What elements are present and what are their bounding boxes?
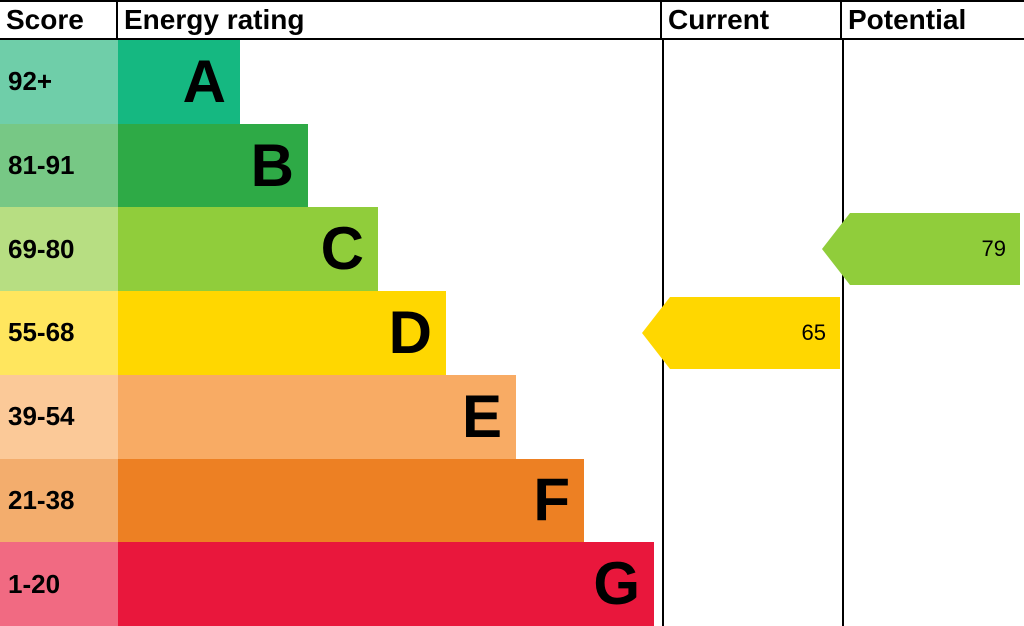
band-row-g: 1-20 G <box>0 542 1024 626</box>
rating-letter: D <box>389 303 432 363</box>
arrow-value: 65 <box>802 320 826 346</box>
score-range: 81-91 <box>0 124 118 208</box>
rating-letter: B <box>251 136 294 196</box>
rating-letter: F <box>533 470 570 530</box>
chart-body: 92+A81-91B69-80C55-68D39-54E21-38F1-20G … <box>0 40 1024 626</box>
band-row-b: 81-91 B <box>0 124 1024 208</box>
score-range: 92+ <box>0 40 118 124</box>
band-row-a: 92+ A <box>0 40 1024 124</box>
rating-letter: G <box>593 554 640 614</box>
band-row-f: 21-38 F <box>0 459 1024 543</box>
rating-letter: A <box>183 52 226 112</box>
band-row-e: 39-54 E <box>0 375 1024 459</box>
arrow-value: 79 <box>982 236 1006 262</box>
header-row: Score Energy rating Current Potential <box>0 0 1024 40</box>
rating-bar: D <box>118 291 446 375</box>
score-range: 69-80 <box>0 207 118 291</box>
rating-bar: B <box>118 124 308 208</box>
score-range: 39-54 <box>0 375 118 459</box>
header-rating: Energy rating <box>118 2 662 38</box>
header-potential: Potential <box>842 2 1022 38</box>
score-range: 55-68 <box>0 291 118 375</box>
arrow-current: 65 <box>670 297 840 369</box>
score-range: 1-20 <box>0 542 118 626</box>
rating-bar: A <box>118 40 240 124</box>
rating-letter: E <box>462 387 502 447</box>
header-current: Current <box>662 2 842 38</box>
rating-letter: C <box>321 219 364 279</box>
energy-rating-chart: Score Energy rating Current Potential 92… <box>0 0 1024 626</box>
rating-bar: G <box>118 542 654 626</box>
rating-bar: F <box>118 459 584 543</box>
rating-bar: E <box>118 375 516 459</box>
arrow-potential: 79 <box>850 213 1020 285</box>
header-score: Score <box>0 2 118 38</box>
band-row-d: 55-68 D <box>0 291 1024 375</box>
rating-bar: C <box>118 207 378 291</box>
score-range: 21-38 <box>0 459 118 543</box>
